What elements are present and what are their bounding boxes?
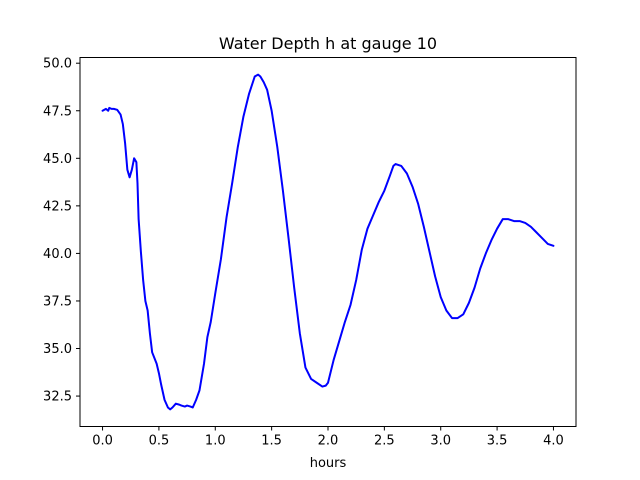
y-tick-label: 37.5 [43,294,72,309]
x-tick-label: 2.5 [374,434,395,449]
x-tick-label: 0.0 [92,434,113,449]
x-tick-label: 0.5 [149,434,170,449]
series-line [101,73,555,411]
x-tick-label: 2.0 [318,434,339,449]
x-tick-label: 3.0 [430,434,451,449]
y-tick-label: 47.5 [43,104,72,119]
y-tick-label: 40.0 [43,247,72,262]
y-tick-label: 50.0 [43,57,72,72]
x-tick-label: 1.5 [261,434,282,449]
chart-title: Water Depth h at gauge 10 [219,34,437,53]
y-tick-label: 42.5 [43,199,72,214]
x-tick-label: 1.0 [205,434,226,449]
x-axis-label: hours [310,456,347,471]
y-tick-label: 45.0 [43,152,72,167]
plot-layer [101,73,555,411]
y-tick-label: 35.0 [43,342,72,357]
y-tick-label: 32.5 [43,390,72,405]
x-tick-label: 3.5 [487,434,508,449]
x-tick-label: 4.0 [543,434,564,449]
axes-layer: 0.0 0.5 1.0 1.5 2.0 2.5 3.0 3.5 4.0 32.5 35.0 37.5 4… [43,57,577,449]
